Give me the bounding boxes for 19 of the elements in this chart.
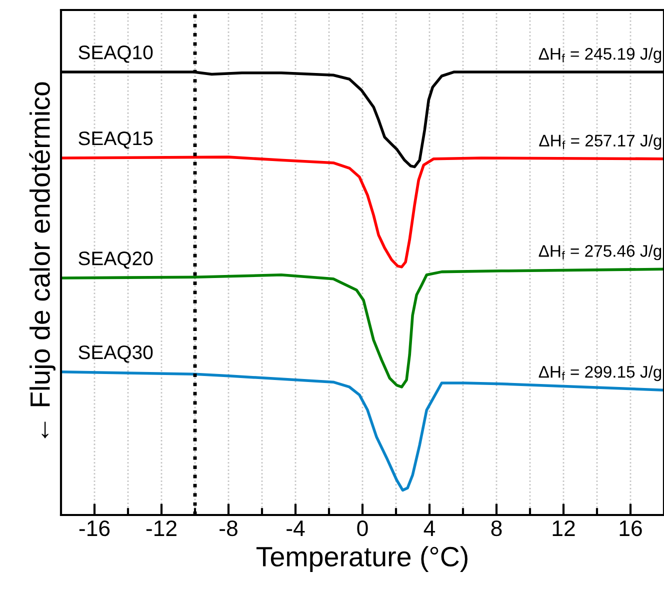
series-label: SEAQ15 (78, 131, 153, 149)
y-axis-title: ← Flujo de calor endotérmico (29, 82, 56, 438)
x-tick-label: -16 (79, 520, 110, 536)
x-tick-label: -12 (146, 520, 176, 536)
x-tick-label: 16 (620, 520, 642, 536)
series-label: SEAQ10 (78, 46, 153, 63)
x-tick-label: 12 (552, 520, 575, 536)
x-tick-label: 0 (357, 520, 368, 536)
x-tick-label: -4 (286, 520, 305, 536)
x-tick-label: -8 (220, 520, 238, 536)
text: ΔH$_{f}$ = 245.19 J/g (538, 47, 662, 64)
x-tick-label: 4 (424, 520, 436, 536)
annotation: ΔH$_{f}$ = 275.46 J/g (538, 244, 662, 260)
series-label: SEAQ20 (78, 252, 153, 269)
annotation: ΔH$_{f}$ = 257.17 J/g (539, 134, 662, 150)
x-tick-label: 8 (491, 520, 502, 536)
x-axis-title: Temperature (°C) (256, 546, 468, 572)
annotation: ΔH$_{f}$ = 299.15 J/g (538, 366, 662, 382)
series-label: SEAQ30 (78, 345, 153, 363)
